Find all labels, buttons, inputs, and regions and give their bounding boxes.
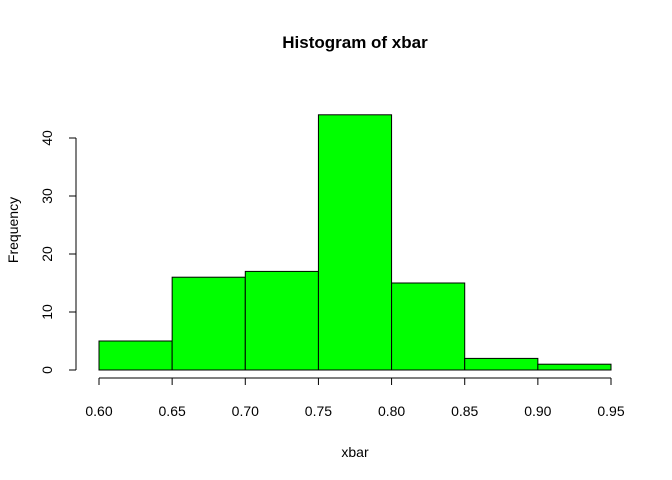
x-tick-label-0: 0.60 [85,403,112,419]
bars-group [98,114,612,371]
histogram-bar-2 [171,276,246,371]
y-tick-label-3: 30 [39,188,55,204]
histogram-bar-3 [244,270,319,371]
x-tick-label-4: 0.80 [378,403,405,419]
y-axis-label: Frequency [5,197,21,263]
x-tick-label-1: 0.65 [159,403,186,419]
y-axis: 0 10 20 30 40 [39,130,77,374]
chart-title: Histogram of xbar [282,33,428,52]
y-tick-label-1: 10 [39,304,55,320]
y-tick-label-0: 0 [39,366,55,374]
y-tick-label-2: 20 [39,246,55,262]
histogram-bar-6 [464,357,539,371]
histogram-bar-4 [317,114,393,371]
histogram-bar-5 [391,282,466,371]
x-tick-label-2: 0.70 [232,403,259,419]
x-tick-label-7: 0.95 [597,403,624,419]
histogram-bar-7 [537,363,612,371]
x-axis-label: xbar [341,444,369,460]
x-tick-label-3: 0.75 [305,403,332,419]
x-tick-label-5: 0.85 [451,403,478,419]
histogram-bar-1 [98,340,173,371]
x-axis: 0.60 0.65 0.70 0.75 0.80 0.85 0.90 0.95 [85,377,625,419]
y-tick-label-4: 40 [39,130,55,146]
x-tick-label-6: 0.90 [524,403,551,419]
